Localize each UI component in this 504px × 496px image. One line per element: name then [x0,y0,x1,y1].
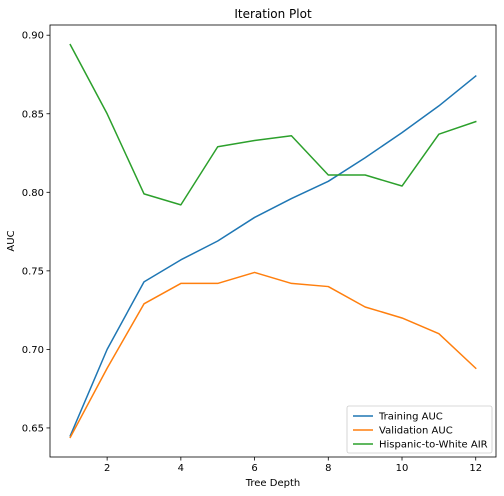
x-tick-label: 10 [396,463,409,474]
chart-title: Iteration Plot [234,7,312,21]
series-line-hispanic-to-white-air [69,43,477,206]
x-axis: 2 4 6 8 10 12 [104,457,482,474]
axes-frame [49,24,497,458]
series-line-validation-auc [69,271,477,439]
legend-label: Hispanic-to-White AIR [379,440,488,451]
y-tick-label: 0.65 [22,423,44,434]
x-axis-title: Tree Depth [245,478,300,489]
x-tick-label: 12 [469,463,482,474]
y-axis: 0.65 0.70 0.75 0.80 0.85 0.90 [22,31,50,434]
series-line-training-auc [69,74,477,437]
x-tick-label: 8 [325,463,331,474]
legend-label: Validation AUC [379,426,453,437]
legend-box [346,405,493,454]
y-tick-label: 0.75 [22,266,44,277]
x-tick-label: 2 [104,463,110,474]
y-tick-label: 0.90 [22,31,44,42]
y-axis-title: AUC [6,230,17,251]
plot-area [69,43,477,439]
x-tick-label: 6 [251,463,257,474]
x-tick-label: 4 [178,463,184,474]
y-tick-label: 0.70 [22,345,44,356]
legend: Training AUC Validation AUC Hispanic-to-Wh… [346,405,493,454]
legend-label: Training AUC [378,412,443,423]
y-tick-label: 0.85 [22,109,44,120]
y-tick-label: 0.80 [22,188,44,199]
